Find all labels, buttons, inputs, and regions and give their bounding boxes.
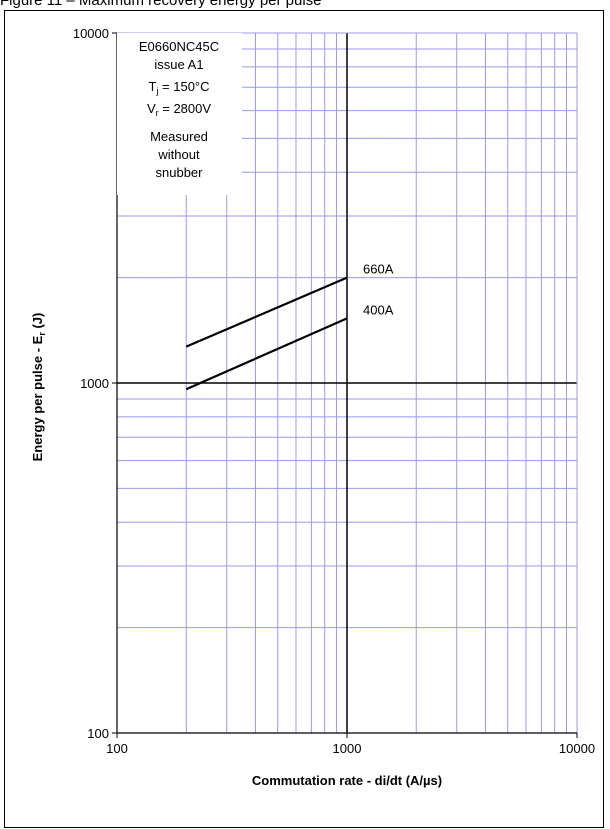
info-vr-value: = 2800V xyxy=(159,101,212,116)
y-tick-label: 1000 xyxy=(80,376,109,391)
info-note-2: without xyxy=(157,147,200,162)
info-vr: Vr = 2800V xyxy=(147,101,211,118)
y-tick-label: 10000 xyxy=(73,26,109,41)
x-tick-label: 100 xyxy=(106,741,128,756)
figure-title: Figure 11 – Maximum recovery energy per … xyxy=(0,0,322,9)
tick-labels: 100 1000 10000 100 1000 10000 xyxy=(73,26,595,756)
info-tj: Tj = 150°C xyxy=(148,79,209,96)
series-line-400A xyxy=(185,317,348,391)
y-axis-title: Energy per pulse - Er (J) xyxy=(30,313,47,462)
info-tj-subscript: j xyxy=(155,86,158,96)
y-tick-label: 100 xyxy=(87,726,109,741)
info-box-background xyxy=(117,33,242,195)
y-axis-title-subscript: r xyxy=(37,332,47,336)
x-tick-label: 10000 xyxy=(559,741,595,756)
x-axis-title: Commutation rate - di/dt (A/µs) xyxy=(252,773,442,788)
chart: 660A 400A 100 1000 10000 100 1000 10000 E0660N… xyxy=(30,26,595,788)
info-vr-symbol: V xyxy=(147,101,156,116)
info-box: E0660NC45C issue A1 Tj = 150°C Vr = 2800… xyxy=(117,33,242,195)
x-tick-label: 1000 xyxy=(333,741,362,756)
info-tj-symbol: T xyxy=(148,79,156,94)
info-tj-value: = 150°C xyxy=(158,79,209,94)
series-group: 660A 400A xyxy=(185,262,394,391)
info-note-1: Measured xyxy=(150,129,208,144)
info-issue: issue A1 xyxy=(154,57,203,72)
info-note-3: snubber xyxy=(156,165,204,180)
series-label-400A: 400A xyxy=(363,302,394,317)
series-label-660A: 660A xyxy=(363,262,394,277)
y-axis-title-main: Energy per pulse - E xyxy=(30,335,45,461)
grid xyxy=(112,32,578,738)
series-line-660A xyxy=(185,276,348,348)
chart-frame: 660A 400A 100 1000 10000 100 1000 10000 E0660N… xyxy=(4,10,604,828)
info-vr-subscript: r xyxy=(156,108,159,118)
info-device: E0660NC45C xyxy=(139,39,219,54)
y-axis-title-unit: (J) xyxy=(30,313,45,333)
